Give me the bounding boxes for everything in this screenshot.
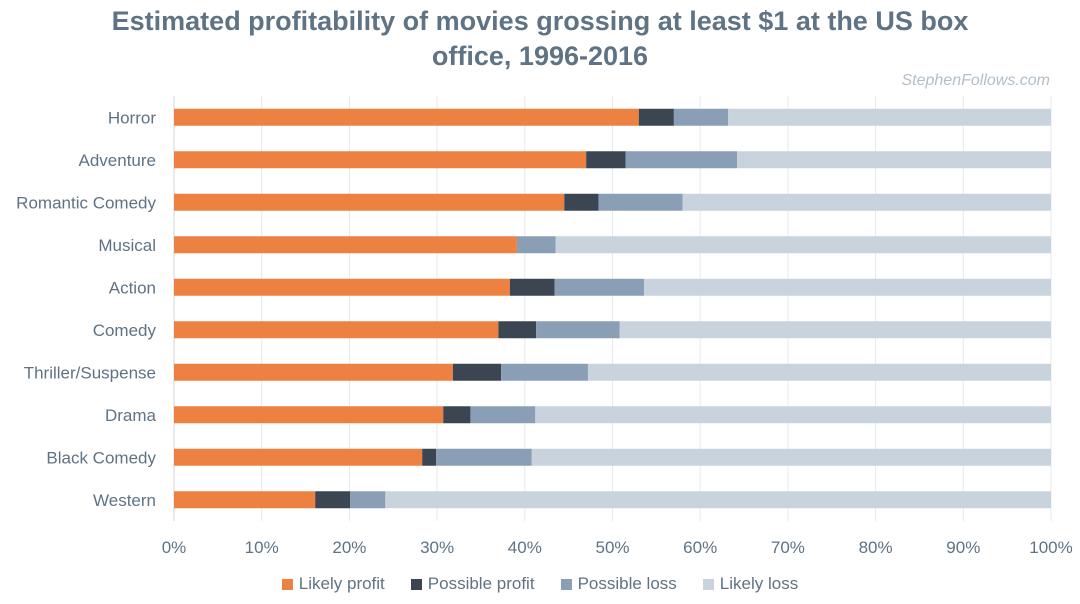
- legend-label: Possible loss: [577, 574, 677, 593]
- legend-label: Likely profit: [298, 574, 385, 593]
- category-label: Comedy: [93, 321, 157, 340]
- x-tick-label: 30%: [420, 538, 454, 557]
- bar-likely-profit: [174, 151, 587, 169]
- bar-likely-loss: [728, 108, 1051, 126]
- bar-likely-profit: [174, 193, 565, 211]
- bar-possible-loss: [554, 278, 645, 296]
- bar-possible-profit: [452, 363, 502, 381]
- bar-possible-profit: [498, 321, 537, 339]
- bar-possible-loss: [470, 406, 536, 424]
- bar-likely-loss: [644, 278, 1051, 296]
- x-tick-label: 60%: [683, 538, 717, 557]
- bar-possible-profit: [443, 406, 471, 424]
- legend-swatch-likely-profit: [281, 578, 293, 590]
- legend-item-likely-loss: Likely loss: [702, 574, 799, 594]
- bar-possible-profit: [638, 108, 674, 126]
- bar-possible-loss: [350, 491, 386, 509]
- x-tick-label: 0%: [162, 538, 187, 557]
- bar-likely-loss: [587, 363, 1051, 381]
- bar-likely-profit: [174, 406, 444, 424]
- legend-label: Possible profit: [427, 574, 535, 593]
- bar-possible-loss: [436, 448, 532, 466]
- bar-possible-profit: [422, 448, 437, 466]
- bar-likely-loss: [619, 321, 1051, 339]
- bar-possible-loss: [673, 108, 729, 126]
- bar-likely-profit: [174, 321, 499, 339]
- bar-likely-loss: [737, 151, 1051, 169]
- bar-likely-profit: [174, 108, 639, 126]
- category-label: Black Comedy: [46, 448, 156, 467]
- category-label: Musical: [98, 236, 156, 255]
- bar-possible-profit: [564, 193, 599, 211]
- bar-likely-loss: [535, 406, 1051, 424]
- bar-likely-profit: [174, 448, 423, 466]
- legend-swatch-likely-loss: [702, 578, 714, 590]
- x-tick-label: 50%: [595, 538, 629, 557]
- legend-item-possible-loss: Possible loss: [560, 574, 677, 594]
- bar-possible-loss: [536, 321, 620, 339]
- x-tick-label: 80%: [859, 538, 893, 557]
- bar-likely-profit: [174, 363, 453, 381]
- bar-likely-profit: [174, 278, 510, 296]
- bar-likely-profit: [174, 236, 517, 254]
- x-tick-label: 100%: [1029, 538, 1072, 557]
- legend-swatch-possible-loss: [560, 578, 572, 590]
- x-tick-label: 10%: [245, 538, 279, 557]
- bar-likely-profit: [174, 491, 316, 509]
- legend-swatch-possible-profit: [410, 578, 422, 590]
- bar-likely-loss: [531, 448, 1051, 466]
- category-label: Action: [109, 278, 156, 297]
- source-credit: StephenFollows.com: [901, 72, 1050, 89]
- bar-possible-loss: [516, 236, 556, 254]
- category-label: Drama: [105, 406, 157, 425]
- x-tick-label: 70%: [771, 538, 805, 557]
- legend: Likely profit Possible profit Possible l…: [0, 574, 1080, 594]
- bar-possible-profit: [315, 491, 351, 509]
- bar-possible-loss: [625, 151, 738, 169]
- bar-likely-loss: [682, 193, 1051, 211]
- legend-item-likely-profit: Likely profit: [281, 574, 385, 594]
- bar-possible-profit: [509, 278, 555, 296]
- chart-title: Estimated profitability of movies grossi…: [111, 6, 969, 71]
- category-label: Horror: [108, 108, 157, 127]
- bar-likely-loss: [385, 491, 1051, 509]
- legend-label: Likely loss: [719, 574, 799, 593]
- bar-possible-loss: [598, 193, 683, 211]
- category-label: Thriller/Suspense: [24, 363, 156, 382]
- x-tick-label: 40%: [508, 538, 542, 557]
- category-label: Romantic Comedy: [16, 193, 156, 212]
- x-tick-label: 90%: [946, 538, 980, 557]
- bar-likely-loss: [555, 236, 1051, 254]
- bar-possible-profit: [586, 151, 626, 169]
- category-label: Western: [93, 491, 156, 510]
- legend-item-possible-profit: Possible profit: [410, 574, 535, 594]
- x-tick-label: 20%: [332, 538, 366, 557]
- bar-possible-loss: [501, 363, 588, 381]
- category-label: Adventure: [79, 151, 157, 170]
